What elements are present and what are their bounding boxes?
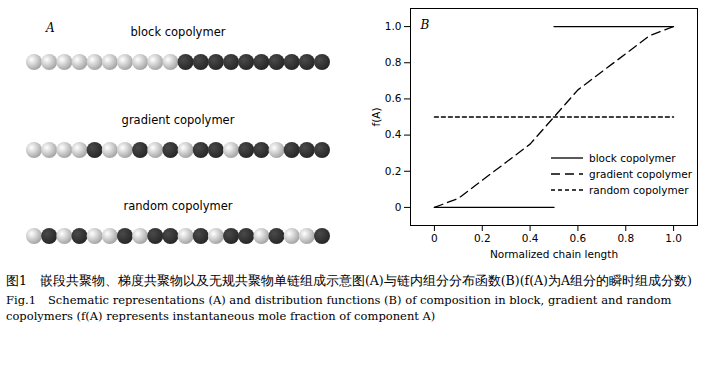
- html-text:random copolymer: random copolymer: [589, 184, 689, 196]
- svg-text:0.2: 0.2: [474, 232, 491, 244]
- svg-text:gradient copolymer: gradient copolymer: [122, 113, 235, 127]
- svg-text:0.6: 0.6: [385, 92, 402, 104]
- svg-text:block copolymer: block copolymer: [131, 25, 226, 39]
- svg-text:random copolymer: random copolymer: [124, 199, 233, 213]
- svg-text:0.2: 0.2: [385, 165, 402, 177]
- html-text:block copolymer: block copolymer: [589, 152, 676, 164]
- svg-text:0: 0: [431, 232, 438, 244]
- svg-text:0.8: 0.8: [385, 56, 402, 68]
- svg-text:0.4: 0.4: [385, 128, 402, 140]
- svg-text:1.0: 1.0: [665, 232, 682, 244]
- html-text:图1 嵌段共聚物、梯度共聚物以及无规共聚物单链组成示意图(A: 图1 嵌段共聚物、梯度共聚物以及无规共聚物单链组成示意图(A)与链内组分分布函数…: [6, 273, 692, 288]
- svg-text:Normalized chain length: Normalized chain length: [490, 248, 618, 260]
- svg-text:B: B: [420, 18, 430, 32]
- svg-text:0.8: 0.8: [617, 232, 634, 244]
- svg-text:1.0: 1.0: [385, 20, 402, 32]
- svg-text:0.6: 0.6: [570, 232, 587, 244]
- svg-text:f(A): f(A): [370, 107, 382, 126]
- svg-text:A: A: [45, 21, 55, 35]
- svg-text:0: 0: [395, 201, 402, 213]
- svg-text:0.4: 0.4: [522, 232, 539, 244]
- html-text:gradient copolymer: gradient copolymer: [589, 168, 692, 180]
- html-text:Fig.1 Schematic representation: Fig.1 Schematic representations (A) and …: [6, 293, 672, 323]
